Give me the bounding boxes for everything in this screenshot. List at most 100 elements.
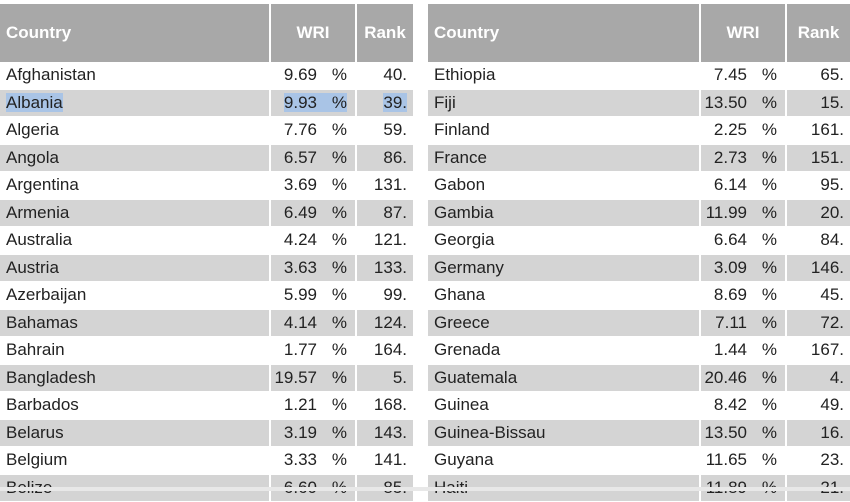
rank-cell[interactable]: 121. (356, 226, 413, 255)
wri-cell[interactable]: 3.63% (270, 254, 357, 282)
country-cell[interactable]: Bahrain (0, 336, 271, 365)
rank-cell[interactable]: 5. (356, 364, 413, 392)
country-cell[interactable]: Guatemala (428, 364, 701, 392)
country-cell[interactable]: Guinea-Bissau (428, 419, 701, 447)
country-cell[interactable]: Fiji (428, 89, 701, 117)
wri-cell[interactable]: 7.76% (270, 116, 357, 145)
wri-cell[interactable]: 5.99% (270, 281, 357, 310)
country-cell[interactable]: Gabon (428, 171, 701, 200)
table-row[interactable]: Guatemala 20.46% 4. (428, 364, 850, 392)
country-cell[interactable]: France (428, 144, 701, 172)
rank-cell[interactable]: 16. (786, 419, 850, 447)
wri-cell[interactable]: 20.46% (700, 364, 787, 392)
wri-cell[interactable]: 8.69% (700, 281, 787, 310)
wri-cell[interactable]: 11.99% (700, 199, 787, 227)
table-row[interactable]: Guinea 8.42% 49. (428, 391, 850, 420)
table-row[interactable]: France 2.73% 151. (428, 144, 850, 172)
table-row[interactable]: Algeria 7.76% 59. (0, 116, 413, 145)
rank-cell[interactable]: 4. (786, 364, 850, 392)
table-row[interactable]: Guinea-Bissau 13.50% 16. (428, 419, 850, 447)
wri-cell[interactable]: 9.69% (270, 62, 357, 90)
table-row[interactable]: Bahamas 4.14% 124. (0, 309, 413, 337)
table-row[interactable]: Azerbaijan 5.99% 99. (0, 281, 413, 310)
rank-cell[interactable]: 131. (356, 171, 413, 200)
table-row[interactable]: Argentina 3.69% 131. (0, 171, 413, 200)
country-cell[interactable]: Belgium (0, 446, 271, 475)
rank-cell[interactable]: 59. (356, 116, 413, 145)
rank-cell[interactable]: 167. (786, 336, 850, 365)
table-row[interactable]: Germany 3.09% 146. (428, 254, 850, 282)
wri-cell[interactable]: 3.33% (270, 446, 357, 475)
country-cell[interactable]: Albania (0, 89, 271, 117)
table-row[interactable]: Bangladesh 19.57% 5. (0, 364, 413, 392)
country-cell[interactable]: Austria (0, 254, 271, 282)
wri-cell[interactable]: 4.24% (270, 226, 357, 255)
country-cell[interactable]: Barbados (0, 391, 271, 420)
rank-cell[interactable]: 45. (786, 281, 850, 310)
rank-cell[interactable]: 15. (786, 89, 850, 117)
country-cell[interactable]: Finland (428, 116, 701, 145)
table-row[interactable]: Belgium 3.33% 141. (0, 446, 413, 475)
wri-cell[interactable]: 9.93% (270, 89, 357, 117)
country-cell[interactable]: Germany (428, 254, 701, 282)
rank-cell[interactable]: 72. (786, 309, 850, 337)
table-row[interactable]: Gambia 11.99% 20. (428, 199, 850, 227)
rank-cell[interactable]: 49. (786, 391, 850, 420)
table-row[interactable]: Austria 3.63% 133. (0, 254, 413, 282)
wri-cell[interactable]: 13.50% (700, 419, 787, 447)
table-row[interactable]: Gabon 6.14% 95. (428, 171, 850, 200)
rank-cell[interactable]: 124. (356, 309, 413, 337)
wri-cell[interactable]: 6.14% (700, 171, 787, 200)
country-cell[interactable]: Azerbaijan (0, 281, 271, 310)
country-cell[interactable]: Guyana (428, 446, 701, 475)
rank-cell[interactable]: 133. (356, 254, 413, 282)
table-row[interactable]: Fiji 13.50% 15. (428, 89, 850, 117)
wri-cell[interactable]: 13.50% (700, 89, 787, 117)
wri-cell[interactable]: 1.77% (270, 336, 357, 365)
rank-cell[interactable]: 141. (356, 446, 413, 475)
table-row[interactable]: Belarus 3.19% 143. (0, 419, 413, 447)
table-row[interactable]: Afghanistan 9.69% 40. (0, 62, 413, 90)
wri-cell[interactable]: 6.64% (700, 226, 787, 255)
rank-cell[interactable]: 99. (356, 281, 413, 310)
table-row[interactable]: Barbados 1.21% 168. (0, 391, 413, 420)
rank-cell[interactable]: 151. (786, 144, 850, 172)
wri-cell[interactable]: 3.69% (270, 171, 357, 200)
wri-cell[interactable]: 3.09% (700, 254, 787, 282)
wri-cell[interactable]: 11.65% (700, 446, 787, 475)
table-row[interactable]: Australia 4.24% 121. (0, 226, 413, 255)
country-cell[interactable]: Argentina (0, 171, 271, 200)
table-row[interactable]: Finland 2.25% 161. (428, 116, 850, 145)
col-header-rank[interactable]: Rank (786, 4, 850, 62)
rank-cell[interactable]: 168. (356, 391, 413, 420)
table-row[interactable]: Greece 7.11% 72. (428, 309, 850, 337)
country-cell[interactable]: Armenia (0, 199, 271, 227)
wri-cell[interactable]: 7.45% (700, 62, 787, 90)
table-row[interactable]: Grenada 1.44% 167. (428, 336, 850, 365)
rank-cell[interactable]: 161. (786, 116, 850, 145)
rank-cell[interactable]: 95. (786, 171, 850, 200)
col-header-country[interactable]: Country (0, 4, 271, 62)
country-cell[interactable]: Algeria (0, 116, 271, 145)
rank-cell[interactable]: 40. (356, 62, 413, 90)
wri-cell[interactable]: 2.73% (700, 144, 787, 172)
rank-cell[interactable]: 23. (786, 446, 850, 475)
country-cell[interactable]: Belarus (0, 419, 271, 447)
col-header-country[interactable]: Country (428, 4, 701, 62)
country-cell[interactable]: Bahamas (0, 309, 271, 337)
rank-cell[interactable]: 39. (356, 89, 413, 117)
rank-cell[interactable]: 65. (786, 62, 850, 90)
wri-cell[interactable]: 3.19% (270, 419, 357, 447)
country-cell[interactable]: Ghana (428, 281, 701, 310)
col-header-wri[interactable]: WRI (270, 4, 357, 62)
country-cell[interactable]: Angola (0, 144, 271, 172)
wri-cell[interactable]: 6.57% (270, 144, 357, 172)
wri-cell[interactable]: 2.25% (700, 116, 787, 145)
country-cell[interactable]: Grenada (428, 336, 701, 365)
country-cell[interactable]: Afghanistan (0, 62, 271, 90)
table-row[interactable]: Bahrain 1.77% 164. (0, 336, 413, 365)
table-row[interactable]: Armenia 6.49% 87. (0, 199, 413, 227)
rank-cell[interactable]: 84. (786, 226, 850, 255)
rank-cell[interactable]: 86. (356, 144, 413, 172)
wri-cell[interactable]: 19.57% (270, 364, 357, 392)
